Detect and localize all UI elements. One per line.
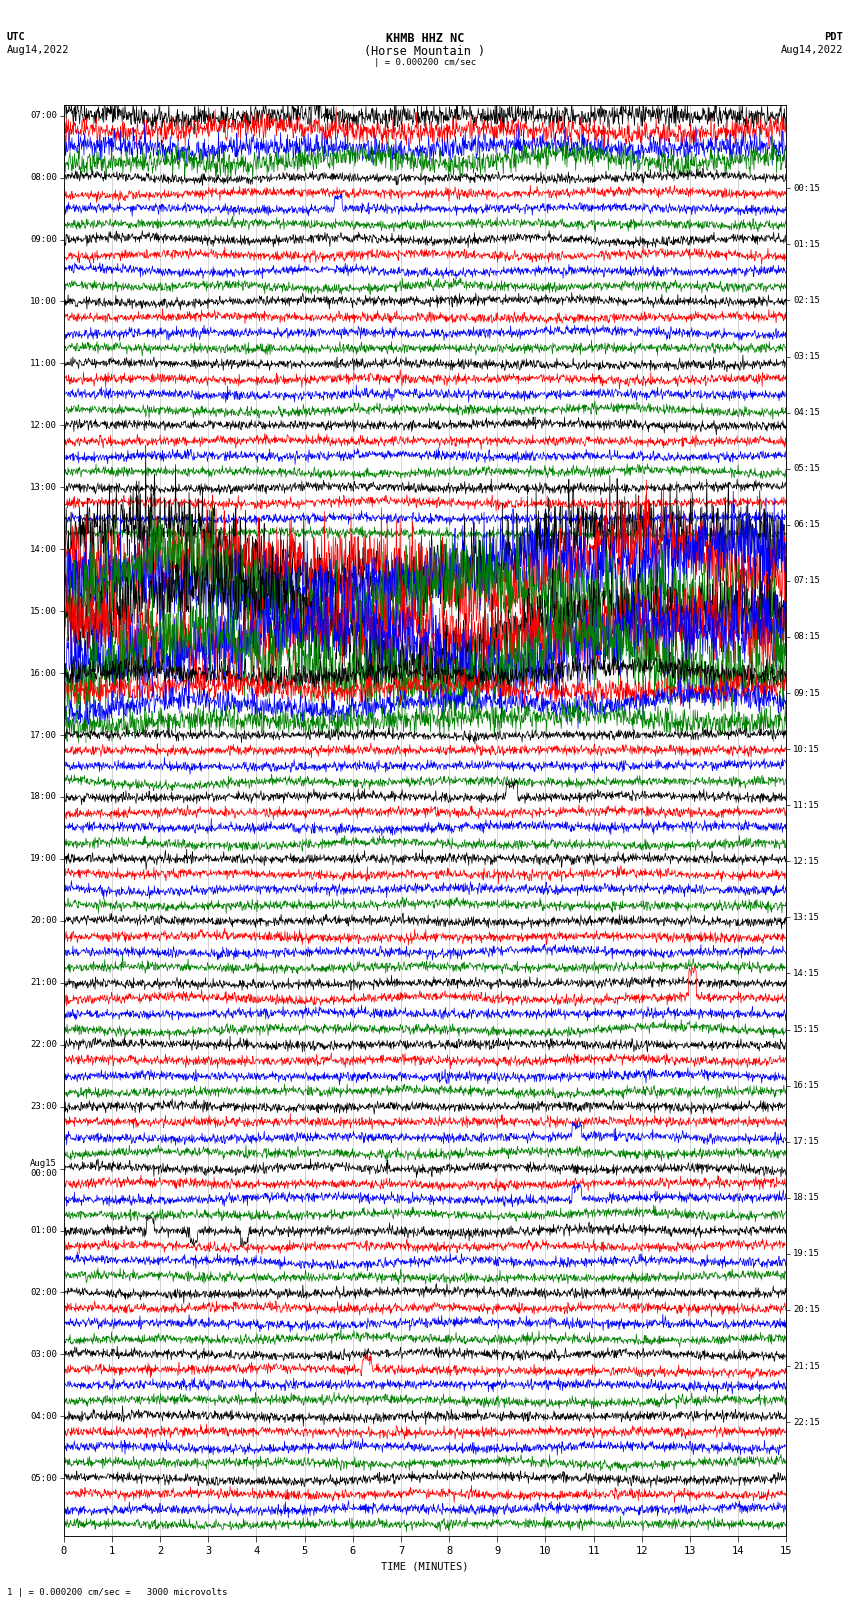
Text: PDT: PDT	[824, 32, 843, 42]
Text: (Horse Mountain ): (Horse Mountain )	[365, 45, 485, 58]
X-axis label: TIME (MINUTES): TIME (MINUTES)	[382, 1561, 468, 1571]
Text: Aug14,2022: Aug14,2022	[7, 45, 70, 55]
Text: | = 0.000200 cm/sec: | = 0.000200 cm/sec	[374, 58, 476, 68]
Text: KHMB HHZ NC: KHMB HHZ NC	[386, 32, 464, 45]
Text: UTC: UTC	[7, 32, 26, 42]
Text: Aug14,2022: Aug14,2022	[780, 45, 843, 55]
Text: 1 | = 0.000200 cm/sec =   3000 microvolts: 1 | = 0.000200 cm/sec = 3000 microvolts	[7, 1587, 227, 1597]
